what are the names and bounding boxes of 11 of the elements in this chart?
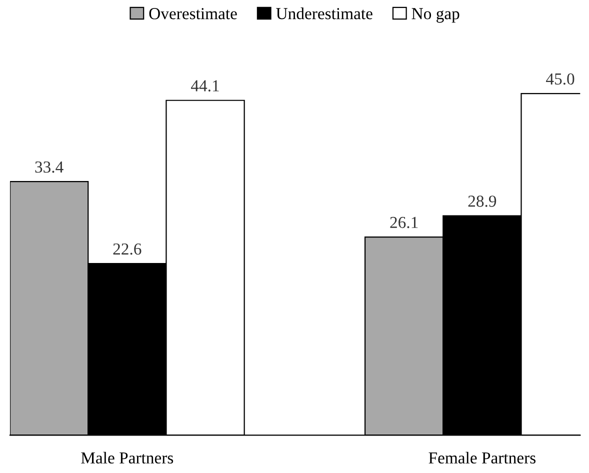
x-tick-label: Male Partners bbox=[81, 452, 174, 464]
data-label: 44.1 bbox=[191, 80, 219, 92]
data-label: 28.9 bbox=[468, 196, 496, 207]
data-label: 33.4 bbox=[35, 161, 64, 173]
legend-label: Underestimate bbox=[276, 8, 372, 20]
legend-label: Overestimate bbox=[149, 8, 237, 20]
data-label: 22.6 bbox=[113, 243, 142, 255]
legend-label: No gap bbox=[412, 8, 460, 23]
x-tick-label: Female Partners bbox=[428, 452, 536, 464]
data-label: 26.1 bbox=[390, 216, 418, 228]
data-label: 45.0 bbox=[546, 73, 574, 85]
